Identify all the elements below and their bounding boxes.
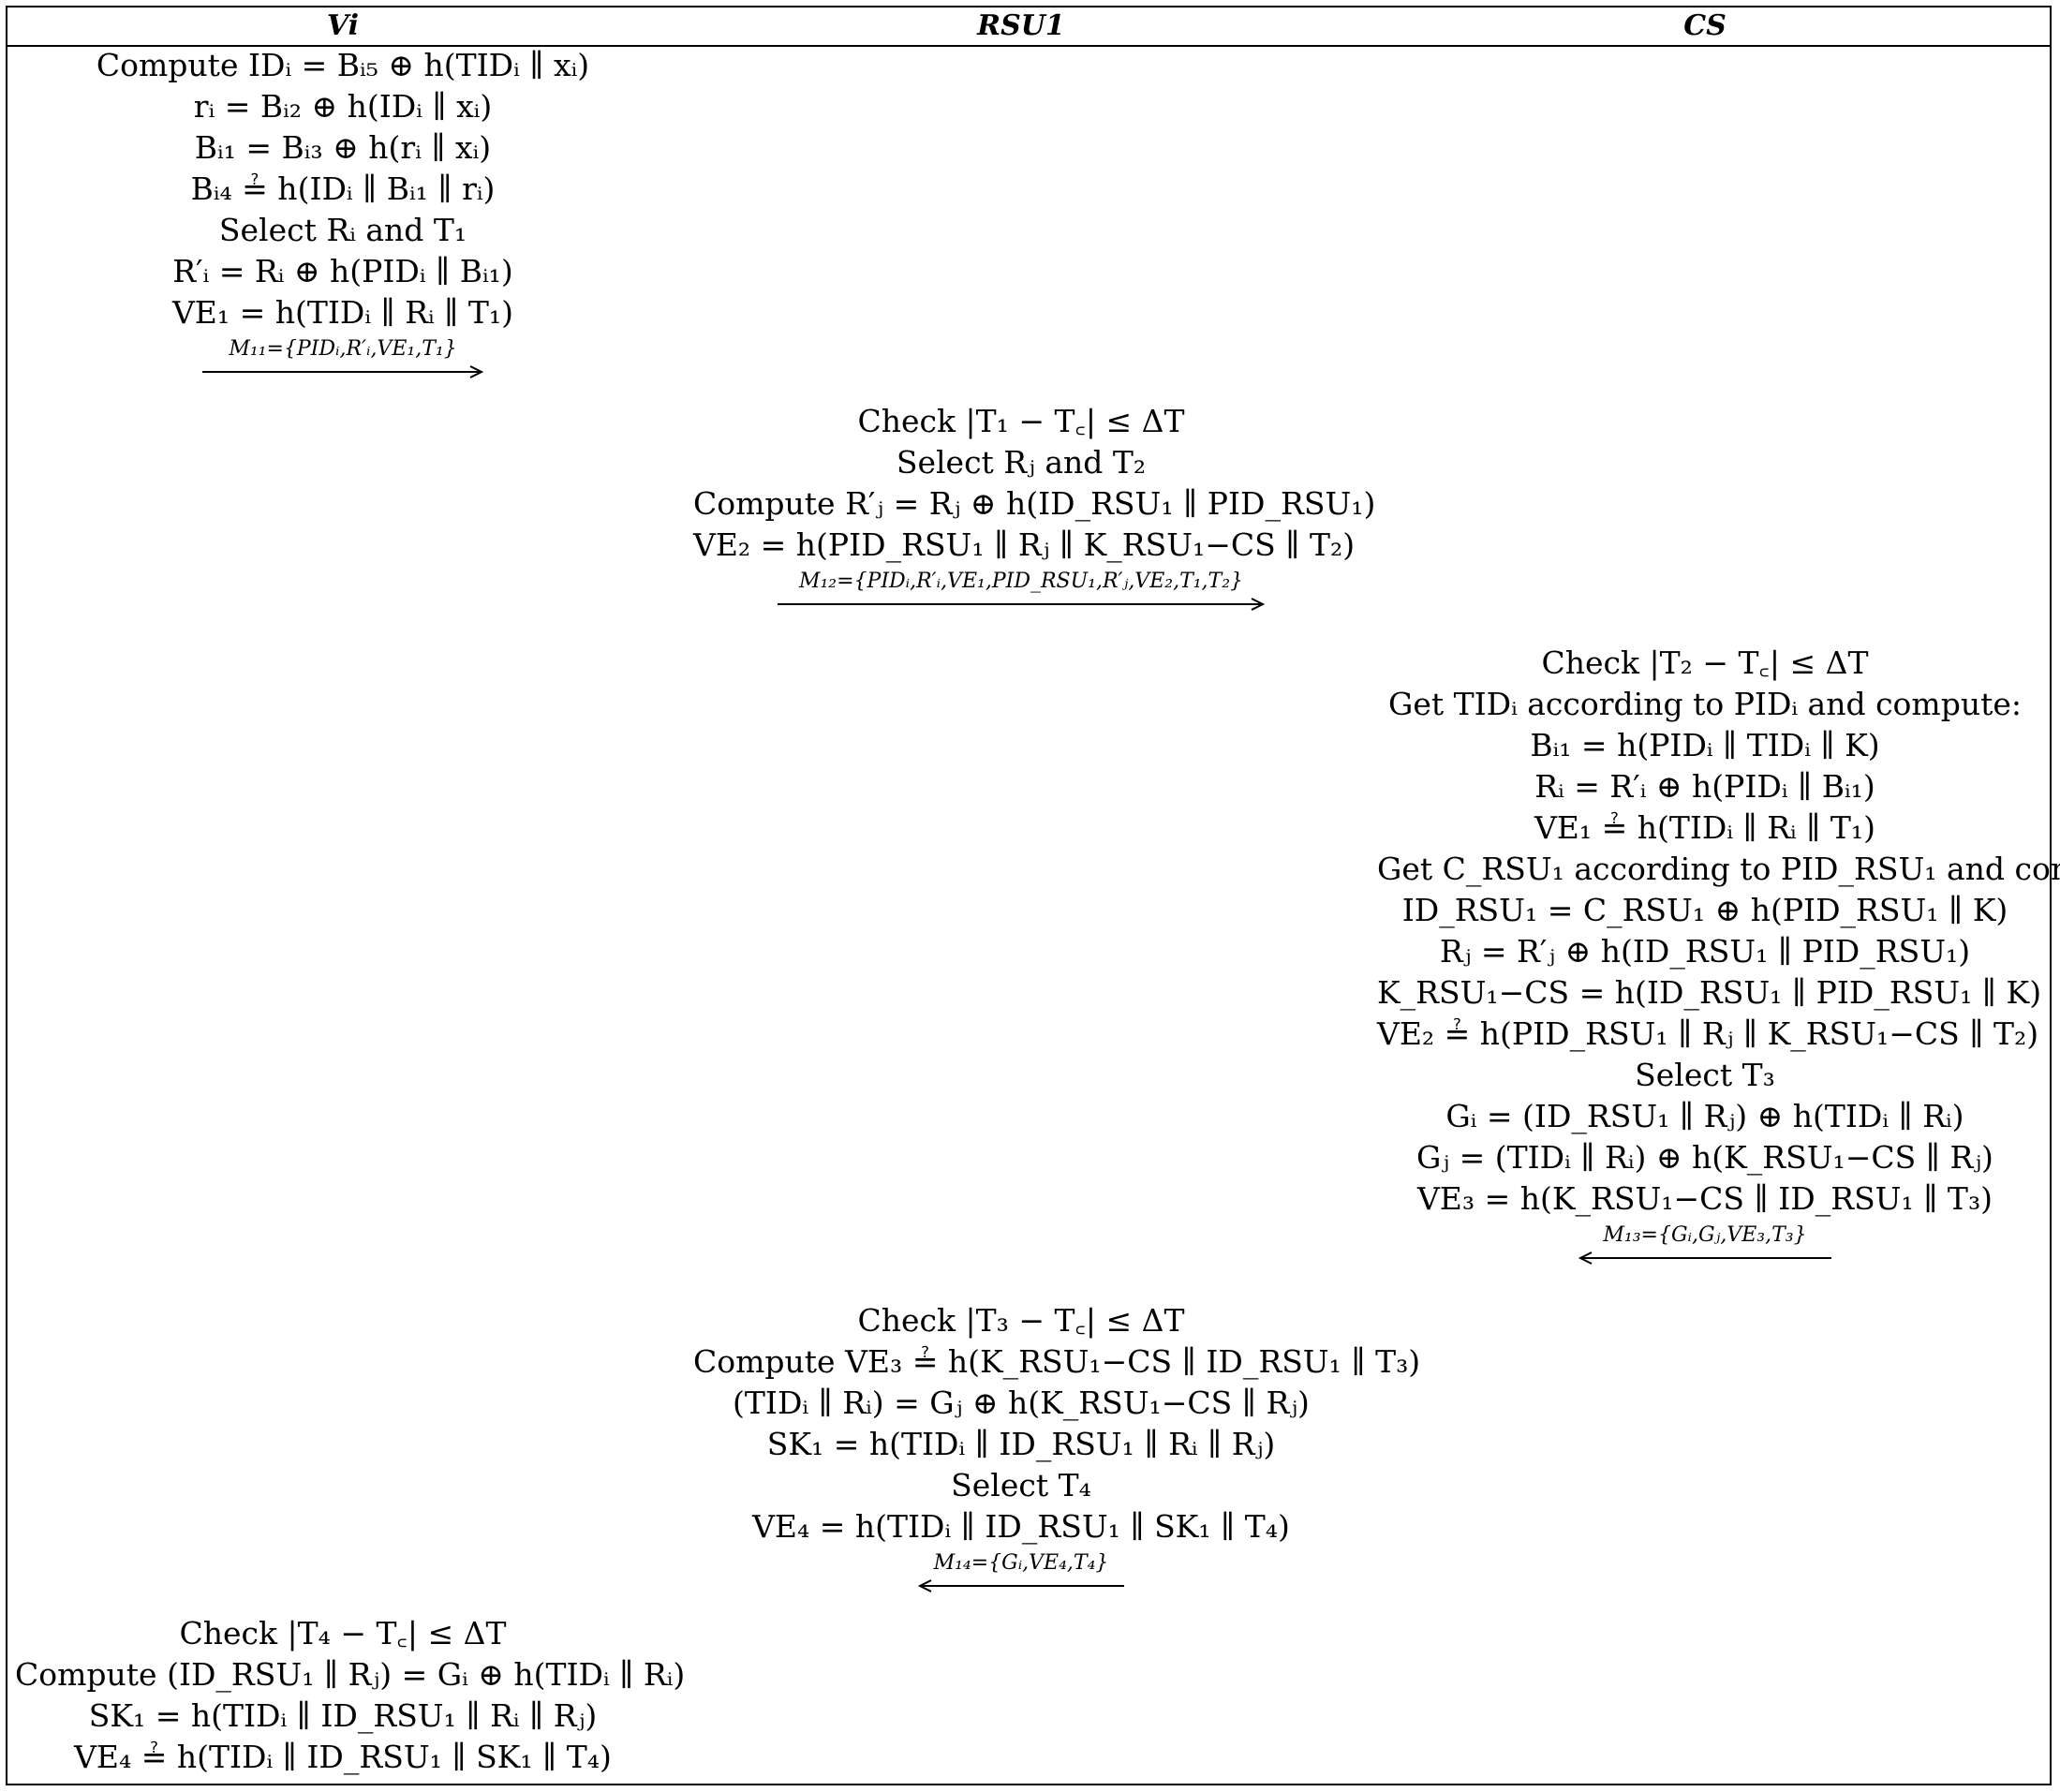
vehicle-step-1-line: rᵢ = Bᵢ₂ ⊕ h(IDᵢ ∥ xᵢ) [193,88,493,125]
arrow-right-icon [778,598,1265,611]
header-server: CS [1683,9,1727,42]
vehicle-step-2-line: Compute (ID_RSU₁ ∥ Rⱼ) = Gᵢ ⊕ h(TIDᵢ ∥ R… [15,1656,686,1693]
vehicle-step-2-line: Check |T₄ − T꜀| ≤ ΔT [179,1615,507,1651]
rsu-step-2-line: (TIDᵢ ∥ Rᵢ) = Gⱼ ⊕ h(K_RSU₁−CS ∥ Rⱼ) [733,1385,1310,1421]
server-step-line: VE₁ ≟ h(TIDᵢ ∥ Rᵢ ∥ T₁) [1534,809,1876,846]
header-vehicle: Vi [326,9,360,42]
arrow-right-icon [202,365,483,378]
server-step-line: Gᵢ = (ID_RSU₁ ∥ Rⱼ) ⊕ h(TIDᵢ ∥ Rᵢ) [1445,1098,1964,1134]
rsu-step-2-line: Select T₄ [951,1467,1091,1503]
server-step-line: Get TIDᵢ according to PIDᵢ and compute: [1387,686,2023,722]
protocol-table-border [6,6,2052,1785]
header-divider [6,45,2052,47]
header-rsu: RSU1 [977,9,1065,42]
rsu-step-2-line: SK₁ = h(TIDᵢ ∥ ID_RSU₁ ∥ Rᵢ ∥ Rⱼ) [766,1426,1276,1462]
vehicle-step-1-line: Select Rᵢ and T₁ [218,212,467,248]
vehicle-step-2-line: SK₁ = h(TIDᵢ ∥ ID_RSU₁ ∥ Rᵢ ∥ Rⱼ) [88,1697,598,1734]
vehicle-step-1-line: Bᵢ₄ ≟ h(IDᵢ ∥ Bᵢ₁ ∥ rᵢ) [190,170,496,207]
vehicle-step-1-line: Bᵢ₁ = Bᵢ₃ ⊕ h(rᵢ ∥ xᵢ) [194,129,492,166]
server-step-line: Rᵢ = R′ᵢ ⊕ h(PIDᵢ ∥ Bᵢ₁) [1534,768,1875,805]
rsu-step-2-line: VE₄ = h(TIDᵢ ∥ ID_RSU₁ ∥ SK₁ ∥ T₄) [752,1508,1290,1545]
rsu-step-1-line: Select Rⱼ and T₂ [896,444,1147,481]
rsu-step-1: Check |T₁ − T꜀| ≤ ΔT Select Rⱼ and T₂ Co… [693,401,1376,611]
message-m12: M₁₂={PIDᵢ,R′ᵢ,VE₁,PID_RSU₁,R′ⱼ,VE₂,T₁,T₂… [778,566,1265,611]
vehicle-step-1-line: Compute IDᵢ = Bᵢ₅ ⊕ h(TIDᵢ ∥ xᵢ) [96,47,590,83]
rsu-step-2-line: Check |T₃ − T꜀| ≤ ΔT [857,1302,1185,1339]
server-step-line: Select T₃ [1635,1057,1775,1093]
server-step-line: K_RSU₁−CS = h(ID_RSU₁ ∥ PID_RSU₁ ∥ K) [1377,974,2042,1011]
server-step-line: Rⱼ = R′ⱼ ⊕ h(ID_RSU₁ ∥ PID_RSU₁) [1439,933,1971,970]
server-step-line: VE₃ = h(K_RSU₁−CS ∥ ID_RSU₁ ∥ T₃) [1416,1180,1993,1217]
rsu-step-1-line: Check |T₁ − T꜀| ≤ ΔT [857,403,1185,439]
server-step-line: ID_RSU₁ = C_RSU₁ ⊕ h(PID_RSU₁ ∥ K) [1401,892,2008,928]
rsu-step-2-line: Compute VE₃ ≟ h(K_RSU₁−CS ∥ ID_RSU₁ ∥ T₃… [693,1343,1421,1380]
message-m11-label: M₁₁={PIDᵢ,R′ᵢ,VE₁,T₁} [229,337,457,361]
server-step-line: VE₂ ≟ h(PID_RSU₁ ∥ Rⱼ ∥ K_RSU₁−CS ∥ T₂) [1377,1015,2039,1052]
arrow-left-icon [1578,1251,1831,1265]
vehicle-step-2: Check |T₄ − T꜀| ≤ ΔT Compute (ID_RSU₁ ∥ … [15,1613,686,1778]
message-m12-label: M₁₂={PIDᵢ,R′ᵢ,VE₁,PID_RSU₁,R′ⱼ,VE₂,T₁,T₂… [798,570,1244,593]
vehicle-step-1-line: R′ᵢ = Rᵢ ⊕ h(PIDᵢ ∥ Bᵢ₁) [172,253,513,289]
server-step-line: Bᵢ₁ = h(PIDᵢ ∥ TIDᵢ ∥ K) [1530,727,1880,763]
vehicle-step-1-line: VE₁ = h(TIDᵢ ∥ Rᵢ ∥ T₁) [171,294,514,331]
message-m14: M₁₄={Gᵢ,VE₄,T₄} [918,1548,1124,1592]
message-m13-label: M₁₃={Gᵢ,Gⱼ,VE₃,T₃} [1603,1223,1807,1247]
rsu-step-1-line: Compute R′ⱼ = Rⱼ ⊕ h(ID_RSU₁ ∥ PID_RSU₁) [693,485,1376,522]
server-step: Check |T₂ − T꜀| ≤ ΔT Get TIDᵢ according … [1377,643,2060,1265]
vehicle-step-2-line: VE₄ ≟ h(TIDᵢ ∥ ID_RSU₁ ∥ SK₁ ∥ T₄) [74,1739,612,1775]
rsu-step-2: Check |T₃ − T꜀| ≤ ΔT Compute VE₃ ≟ h(K_R… [693,1300,1421,1592]
server-step-line: Gⱼ = (TIDᵢ ∥ Rᵢ) ⊕ h(K_RSU₁−CS ∥ Rⱼ) [1416,1139,1993,1176]
message-m14-label: M₁₄={Gᵢ,VE₄,T₄} [933,1551,1109,1575]
rsu-step-1-line: VE₂ = h(PID_RSU₁ ∥ Rⱼ ∥ K_RSU₁−CS ∥ T₂) [693,526,1356,563]
server-step-line: Get C_RSU₁ according to PID_RSU₁ and com… [1377,851,2060,887]
message-m13: M₁₃={Gᵢ,Gⱼ,VE₃,T₃} [1578,1220,1831,1265]
vehicle-step-1: Compute IDᵢ = Bᵢ₅ ⊕ h(TIDᵢ ∥ xᵢ) rᵢ = Bᵢ… [15,45,671,378]
arrow-left-icon [918,1579,1124,1592]
server-step-line: Check |T₂ − T꜀| ≤ ΔT [1541,644,1869,681]
message-m11: M₁₁={PIDᵢ,R′ᵢ,VE₁,T₁} [202,333,483,378]
